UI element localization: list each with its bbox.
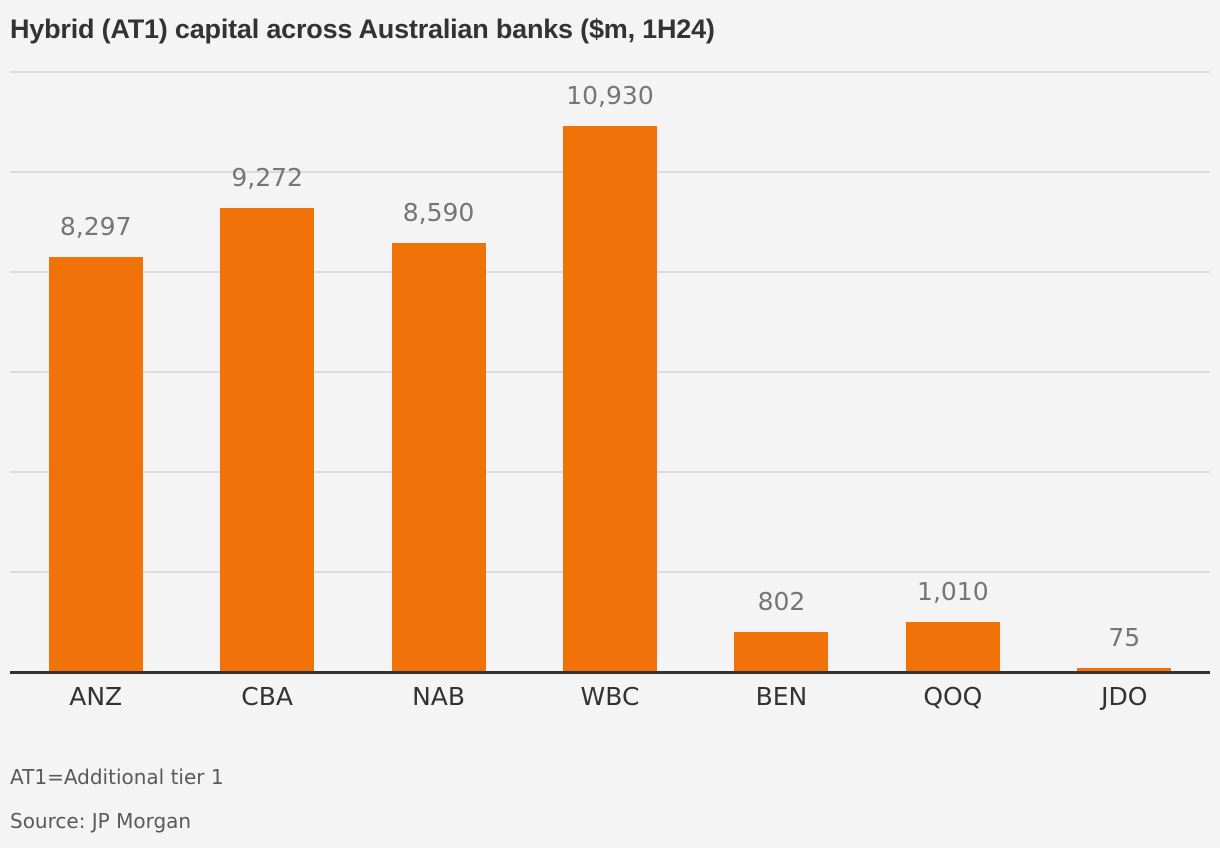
category-label-jdo: JDO — [1101, 682, 1148, 711]
gridline — [10, 71, 1210, 73]
bar-anz — [48, 257, 143, 672]
value-label-nab: 8,590 — [402, 197, 475, 227]
definition-note: AT1=Additional tier 1 — [10, 765, 224, 789]
bar-nab — [391, 242, 486, 672]
bar-ben — [734, 631, 829, 672]
source-note: Source: JP Morgan — [10, 809, 192, 833]
category-label-nab: NAB — [412, 682, 466, 711]
bar-qoq — [905, 621, 1000, 672]
bar-jdo — [1077, 668, 1172, 672]
x-axis-baseline — [10, 671, 1210, 674]
value-label-ben: 802 — [757, 586, 806, 616]
value-label-qoq: 1,010 — [917, 576, 989, 606]
bar-wbc — [563, 125, 657, 672]
plot-area: 8,297 ANZ 9,272 CBA 8,590 NAB 10,930 WBC 802 BEN 1… — [10, 71, 1210, 711]
value-label-cba: 9,272 — [231, 163, 303, 193]
category-label-anz: ANZ — [69, 682, 123, 711]
category-label-wbc: WBC — [580, 682, 640, 711]
value-label-jdo: 75 — [1108, 623, 1141, 653]
bar-cba — [220, 208, 315, 672]
category-label-ben: BEN — [755, 682, 808, 711]
category-label-cba: CBA — [241, 682, 293, 711]
value-label-wbc: 10,930 — [566, 80, 654, 110]
category-label-qoq: QOQ — [923, 682, 983, 711]
value-label-anz: 8,297 — [59, 212, 132, 242]
chart-title: Hybrid (AT1) capital across Australian b… — [10, 14, 715, 44]
